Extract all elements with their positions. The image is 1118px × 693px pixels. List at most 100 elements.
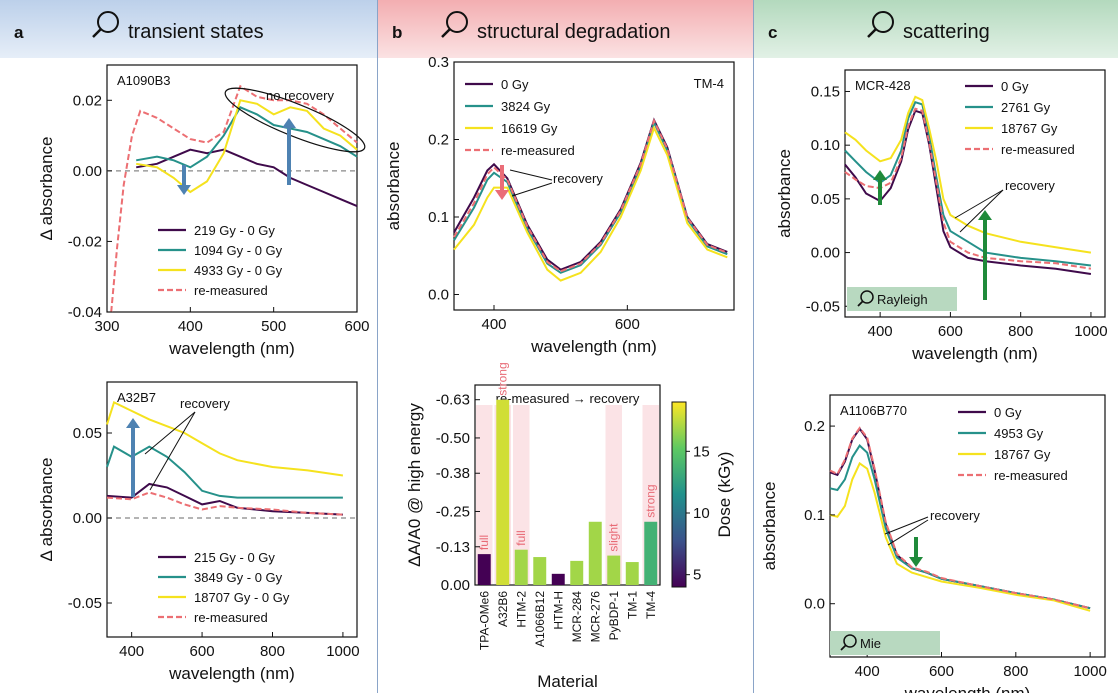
x-tick-label: 400 bbox=[178, 318, 203, 335]
arrow-head bbox=[873, 170, 887, 180]
x-tick-label: 800 bbox=[1008, 323, 1033, 340]
x-tick-label: 600 bbox=[938, 323, 963, 340]
x-tick-label: MCR-276 bbox=[588, 591, 602, 643]
x-tick-label: 600 bbox=[615, 316, 640, 333]
x-tick-label: 600 bbox=[929, 663, 954, 680]
panel-letter: a bbox=[14, 23, 24, 42]
chart-b_top: 400 600 0.3 0.2 0.1 0.0 wavelength (nm) absorba… bbox=[384, 54, 735, 356]
panel-c-title: c scattering bbox=[768, 11, 990, 43]
series-line bbox=[844, 107, 1092, 270]
recovery-band bbox=[513, 405, 530, 584]
bar bbox=[588, 521, 602, 585]
x-tick-label: A1066B12 bbox=[533, 591, 547, 647]
x-tick-label: TPA-OMe6 bbox=[477, 591, 491, 650]
series-line bbox=[106, 445, 343, 499]
bar-label: slight bbox=[607, 523, 621, 552]
legend-label: 3849 Gy - 0 Gy bbox=[194, 570, 283, 585]
legend-label: 0 Gy bbox=[501, 77, 529, 92]
legend-label: 1094 Gy - 0 Gy bbox=[194, 243, 283, 258]
y-tick-label: 0.2 bbox=[804, 418, 825, 435]
series-line bbox=[136, 106, 358, 169]
y-axis-label: absorbance bbox=[760, 482, 779, 571]
legend-label: re-measured bbox=[194, 610, 268, 625]
y-tick-label: 0.00 bbox=[811, 245, 840, 262]
annotation-pointer bbox=[144, 411, 196, 455]
x-axis-label: wavelength (nm) bbox=[530, 337, 657, 356]
legend-label: 18707 Gy - 0 Gy bbox=[194, 590, 290, 605]
bar-label: full bbox=[477, 535, 491, 550]
chart-a_top: 300 400 500 600 0.02 0.00 -0.02 -0.04 wavelength… bbox=[37, 64, 370, 358]
x-axis-label: wavelength (nm) bbox=[168, 339, 295, 358]
sample-label: MCR-428 bbox=[855, 78, 911, 93]
y-tick-label: 0.05 bbox=[73, 425, 102, 442]
y-tick-label: 0.00 bbox=[73, 510, 102, 527]
panel-a-header bbox=[0, 0, 377, 58]
panel-letter: c bbox=[768, 23, 777, 42]
annotation-pointer bbox=[954, 189, 1004, 219]
x-tick-label: 300 bbox=[94, 318, 119, 335]
y-tick-label: 0.15 bbox=[811, 83, 840, 100]
colorbar-tick-label: 10 bbox=[693, 505, 710, 522]
legend-label: 0 Gy bbox=[994, 405, 1022, 420]
magnifier-lens bbox=[843, 634, 857, 648]
bar bbox=[625, 562, 639, 585]
panel-letter: b bbox=[392, 23, 402, 42]
series-line bbox=[106, 491, 343, 516]
x-tick-label: MCR-284 bbox=[570, 591, 584, 643]
legend-label: 18767 Gy bbox=[994, 447, 1051, 462]
series-line bbox=[136, 148, 358, 208]
magnifier-icon bbox=[840, 634, 857, 651]
chart-b_bot: re-measured → recovery full TPA-OMe6 strong… bbox=[405, 362, 734, 691]
y-tick-label: 0.10 bbox=[811, 137, 840, 154]
magnifier-icon bbox=[92, 11, 119, 38]
x-tick-label: 400 bbox=[855, 663, 880, 680]
series-line bbox=[106, 482, 343, 516]
colorbar-tick-label: 15 bbox=[693, 443, 710, 460]
legend-label: 2761 Gy bbox=[1001, 100, 1051, 115]
panel-title: scattering bbox=[903, 21, 990, 43]
badge-label: Rayleigh bbox=[877, 292, 928, 307]
chart-c_top: 400 600 800 1000 0.15 0.10 0.05 0.00 -0.05 wavele… bbox=[775, 69, 1108, 363]
y-tick-label: -0.02 bbox=[68, 233, 102, 250]
panel-divider bbox=[753, 0, 754, 693]
panel-title: transient states bbox=[128, 21, 264, 43]
legend-label: 4953 Gy bbox=[994, 426, 1044, 441]
y-tick-label: 0.02 bbox=[73, 92, 102, 109]
sample-label: A1106B770 bbox=[840, 403, 907, 418]
series-line bbox=[106, 400, 344, 477]
legend-label: 3824 Gy bbox=[501, 99, 551, 114]
bar bbox=[477, 554, 491, 585]
sample-label: A1090B3 bbox=[117, 73, 171, 88]
recovery-note: recovery bbox=[930, 508, 980, 523]
y-axis-label: absorbance bbox=[384, 142, 403, 231]
y-tick-label: 0.3 bbox=[428, 54, 449, 71]
sample-label: TM-4 bbox=[694, 76, 724, 91]
annotation-pointer bbox=[149, 411, 196, 491]
x-tick-label: 600 bbox=[344, 318, 369, 335]
arrow-head bbox=[282, 118, 296, 128]
annotation-pointer bbox=[511, 182, 553, 197]
annotation-pointer bbox=[959, 189, 1004, 233]
x-tick-label: 400 bbox=[481, 316, 506, 333]
series-line bbox=[453, 125, 728, 282]
bar bbox=[533, 557, 547, 585]
arrow-head bbox=[177, 185, 191, 195]
x-tick-label: HTM-H bbox=[551, 591, 565, 630]
y-tick-label: -0.13 bbox=[436, 539, 470, 556]
plot-frame bbox=[106, 381, 358, 638]
series-line bbox=[829, 461, 1091, 612]
y-tick-label: -0.04 bbox=[68, 304, 102, 321]
recovery-note: re-measured → recovery bbox=[496, 391, 640, 406]
x-axis-label: wavelength (nm) bbox=[911, 344, 1038, 363]
y-tick-label: 0.1 bbox=[804, 507, 825, 524]
y-tick-label: -0.63 bbox=[436, 392, 470, 409]
legend-label: re-measured bbox=[994, 468, 1068, 483]
x-tick-label: HTM-2 bbox=[514, 591, 528, 628]
bar-label: strong bbox=[496, 362, 510, 395]
plot-frame bbox=[453, 61, 735, 311]
series-line bbox=[453, 118, 728, 273]
arrow-head bbox=[126, 418, 140, 428]
y-tick-label: 0.1 bbox=[428, 209, 449, 226]
x-tick-label: TM-4 bbox=[644, 591, 658, 619]
